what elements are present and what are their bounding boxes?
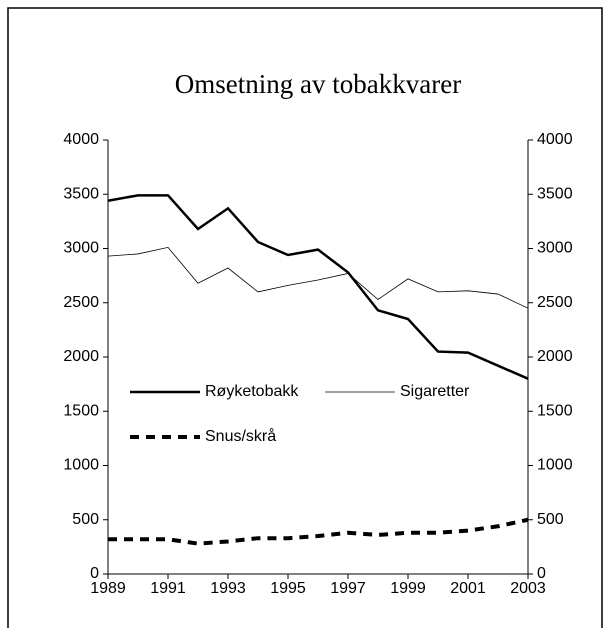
y-tick-label: 0 xyxy=(90,565,99,582)
y-tick-label: 4000 xyxy=(63,131,99,148)
x-tick-label: 2001 xyxy=(450,580,486,597)
y2-tick-label: 500 xyxy=(537,511,564,528)
y-tick-label: 2500 xyxy=(63,294,99,311)
y2-tick-label: 1000 xyxy=(537,457,573,474)
x-tick-label: 1989 xyxy=(90,580,126,597)
x-tick-label: 1993 xyxy=(210,580,246,597)
legend-label: Røyketobakk xyxy=(205,383,299,400)
x-tick-label: 1991 xyxy=(150,580,186,597)
y2-tick-label: 1500 xyxy=(537,402,573,419)
y-tick-label: 1500 xyxy=(63,402,99,419)
x-tick-label: 2003 xyxy=(510,580,546,597)
y2-tick-label: 3000 xyxy=(537,240,573,257)
frame xyxy=(7,7,603,628)
x-tick-label: 1995 xyxy=(270,580,306,597)
y2-tick-label: 4000 xyxy=(537,131,573,148)
y-tick-label: 2000 xyxy=(63,348,99,365)
y2-tick-label: 2000 xyxy=(537,348,573,365)
series-line xyxy=(108,517,529,546)
y-tick-label: 3000 xyxy=(63,240,99,257)
series-line xyxy=(107,194,529,380)
y-tick-label: 3500 xyxy=(63,185,99,202)
x-tick-label: 1999 xyxy=(390,580,426,597)
y2-tick-label: 2500 xyxy=(537,294,573,311)
series-line xyxy=(107,246,529,309)
y2-tick-label: 3500 xyxy=(537,185,573,202)
y-tick-label: 1000 xyxy=(63,457,99,474)
x-tick-label: 1997 xyxy=(330,580,366,597)
y-tick-label: 500 xyxy=(72,511,99,528)
chart-title: Omsetning av tobakkvarer xyxy=(175,69,461,99)
legend-label: Snus/skrå xyxy=(205,427,276,445)
legend-label: Sigaretter xyxy=(400,383,470,400)
y2-tick-label: 0 xyxy=(537,565,546,582)
